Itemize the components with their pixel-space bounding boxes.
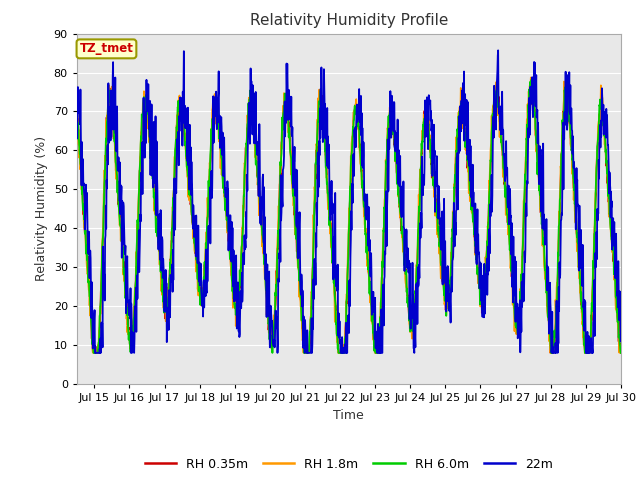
RH 6.0m bbox=[115, 211, 123, 217]
Text: TZ_tmet: TZ_tmet bbox=[79, 42, 133, 55]
Title: Relativity Humidity Profile: Relativity Humidity Profile bbox=[250, 13, 448, 28]
22m bbox=[494, 48, 502, 53]
RH 0.35m bbox=[527, 74, 535, 80]
Line: RH 1.8m: RH 1.8m bbox=[77, 76, 621, 353]
RH 0.35m bbox=[325, 191, 333, 197]
RH 1.8m bbox=[73, 113, 81, 119]
RH 6.0m bbox=[383, 161, 390, 167]
Line: 22m: 22m bbox=[77, 50, 621, 353]
X-axis label: Time: Time bbox=[333, 408, 364, 421]
RH 0.35m bbox=[90, 350, 97, 356]
Y-axis label: Relativity Humidity (%): Relativity Humidity (%) bbox=[35, 136, 48, 281]
RH 6.0m bbox=[138, 136, 145, 142]
22m bbox=[617, 338, 625, 344]
RH 0.35m bbox=[73, 99, 81, 105]
RH 0.35m bbox=[138, 136, 145, 142]
Line: RH 6.0m: RH 6.0m bbox=[77, 80, 621, 353]
22m bbox=[73, 99, 81, 105]
RH 1.8m bbox=[304, 350, 312, 356]
RH 1.8m bbox=[325, 209, 333, 215]
RH 0.35m bbox=[617, 350, 625, 356]
RH 0.35m bbox=[383, 157, 390, 163]
22m bbox=[115, 170, 123, 176]
RH 6.0m bbox=[90, 350, 97, 356]
RH 1.8m bbox=[316, 87, 323, 93]
RH 0.35m bbox=[115, 203, 123, 208]
RH 6.0m bbox=[528, 77, 536, 83]
22m bbox=[325, 147, 333, 153]
RH 0.35m bbox=[316, 114, 323, 120]
RH 6.0m bbox=[617, 350, 625, 356]
22m bbox=[91, 350, 99, 356]
22m bbox=[138, 177, 145, 183]
RH 1.8m bbox=[617, 348, 625, 354]
22m bbox=[316, 138, 323, 144]
RH 6.0m bbox=[316, 100, 323, 106]
RH 6.0m bbox=[325, 206, 333, 212]
22m bbox=[383, 243, 390, 249]
RH 1.8m bbox=[115, 209, 123, 215]
Legend: RH 0.35m, RH 1.8m, RH 6.0m, 22m: RH 0.35m, RH 1.8m, RH 6.0m, 22m bbox=[140, 453, 558, 476]
Line: RH 0.35m: RH 0.35m bbox=[77, 77, 621, 353]
RH 1.8m bbox=[562, 73, 570, 79]
RH 1.8m bbox=[138, 132, 145, 138]
RH 0.35m bbox=[304, 350, 312, 356]
RH 1.8m bbox=[383, 150, 390, 156]
RH 1.8m bbox=[90, 350, 98, 356]
RH 6.0m bbox=[304, 350, 312, 356]
22m bbox=[304, 350, 312, 356]
RH 6.0m bbox=[73, 107, 81, 113]
